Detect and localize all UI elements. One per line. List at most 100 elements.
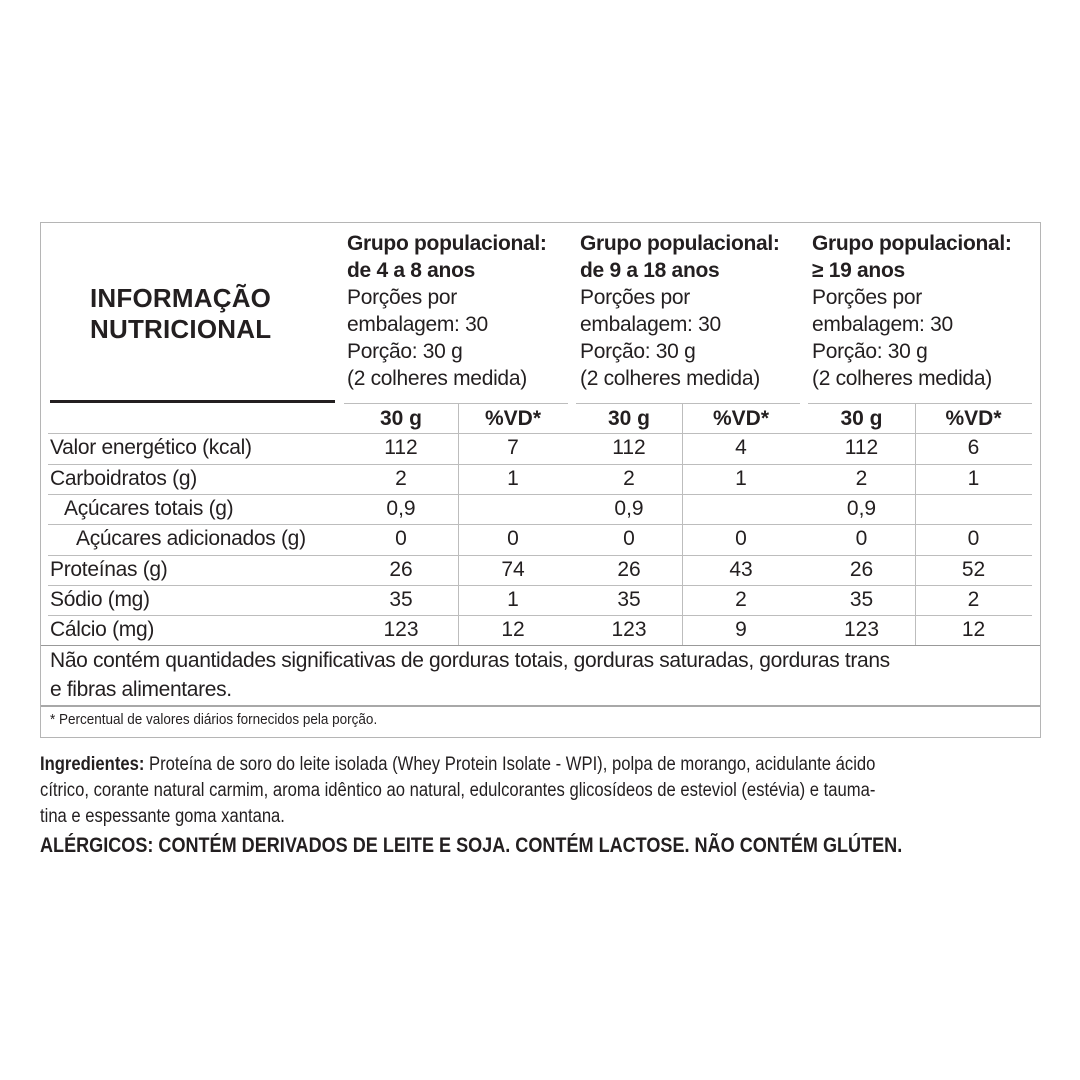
nutrient-value: 112 <box>384 436 418 460</box>
portion-size: Porção: 30 g <box>812 340 928 363</box>
nutrient-value: 2 <box>623 466 635 490</box>
group-heading: Grupo populacional: <box>347 232 547 255</box>
nutrient-value: 1 <box>507 587 519 611</box>
column-header: 30 g <box>379 407 423 430</box>
row-line <box>48 493 1032 495</box>
nutrient-label: Açúcares totais (g) <box>64 496 234 520</box>
nutrient-value: 123 <box>383 618 419 642</box>
servings-per-package: Porções por <box>347 286 457 309</box>
servings-per-package: Porções por <box>812 286 922 309</box>
column-header: 30 g <box>607 407 651 430</box>
nutrient-value: 6 <box>967 436 980 460</box>
row-line <box>48 584 1032 586</box>
nutrient-value: 52 <box>961 557 986 581</box>
servings-per-package: Porções por <box>580 286 690 309</box>
servings-per-package-value: embalagem: 30 <box>347 313 488 336</box>
nutrient-value: 112 <box>844 436 879 460</box>
row-line <box>48 554 1032 556</box>
column-header: %VD* <box>484 407 542 430</box>
nutrient-value: 1 <box>507 466 519 490</box>
title-rule <box>50 400 335 403</box>
row-line <box>48 463 1032 465</box>
nutrient-value: 1 <box>967 466 980 490</box>
portion-measure: (2 colheres medida) <box>347 367 527 390</box>
row-line <box>48 615 1032 617</box>
row-line <box>48 524 1032 526</box>
nutrient-value: 4 <box>735 436 747 460</box>
ingredients-line-2: cítrico, corante natural carmim, aroma i… <box>40 780 876 801</box>
nutrient-value: 0 <box>855 527 868 551</box>
group-heading: Grupo populacional: <box>812 232 1012 255</box>
footnote: * Percentual de valores diários fornecid… <box>50 711 378 728</box>
nutrient-label: Valor energético (kcal) <box>50 436 252 460</box>
nutrient-value: 9 <box>735 618 747 642</box>
table-title: INFORMAÇÃO NUTRICIONAL <box>90 283 271 345</box>
nutrient-value: 0 <box>967 527 980 551</box>
nutrient-value: 43 <box>729 557 753 581</box>
nutrient-label: Sódio (mg) <box>50 587 150 611</box>
title-line-1: INFORMAÇÃO <box>90 283 272 313</box>
nutrient-value: 0,9 <box>846 496 877 520</box>
allergens-statement: ALÉRGICOS: CONTÉM DERIVADOS DE LEITE E S… <box>40 834 903 857</box>
not-significant-note: Não contém quantidades significativas de… <box>50 646 890 704</box>
nutrient-value: 1 <box>735 466 747 490</box>
row-line <box>41 645 1040 647</box>
column-header: 30 g <box>840 407 883 430</box>
nutrient-value: 2 <box>967 587 980 611</box>
nutrient-value: 12 <box>501 618 525 642</box>
servings-per-package-value: embalagem: 30 <box>580 313 721 336</box>
nutrient-label: Cálcio (mg) <box>50 618 155 642</box>
title-line-2: NUTRICIONAL <box>90 314 272 344</box>
group-heading: Grupo populacional: <box>580 232 780 255</box>
group-age-range: ≥ 19 anos <box>812 259 905 282</box>
row-line <box>576 403 800 404</box>
column-header: %VD* <box>945 407 1002 430</box>
portion-size: Porção: 30 g <box>347 340 463 363</box>
group-header-3: Grupo populacional: ≥ 19 anos Porções po… <box>812 230 1012 392</box>
group-header-2: Grupo populacional: de 9 a 18 anos Porçõ… <box>580 230 780 392</box>
nutrient-value: 2 <box>395 466 407 490</box>
portion-measure: (2 colheres medida) <box>812 367 992 390</box>
note-line-2: e fibras alimentares. <box>50 678 232 701</box>
nutrient-value: 35 <box>389 587 413 611</box>
portion-size: Porção: 30 g <box>580 340 696 363</box>
group-header-1: Grupo populacional: de 4 a 8 anos Porçõe… <box>347 230 547 392</box>
group-age-range: de 4 a 8 anos <box>347 259 475 282</box>
nutrient-value: 26 <box>617 557 641 581</box>
column-header: %VD* <box>712 407 770 430</box>
divider <box>41 705 1040 707</box>
nutrient-value: 123 <box>611 618 647 642</box>
nutrient-value: 26 <box>389 557 413 581</box>
nutrient-value: 26 <box>849 557 874 581</box>
nutrient-value: 2 <box>735 587 747 611</box>
ingredients-line-1: Proteína de soro do leite isolada (Whey … <box>144 754 876 775</box>
nutrient-value: 35 <box>849 587 874 611</box>
nutrient-value: 0 <box>395 527 407 551</box>
nutrient-label: Açúcares adicionados (g) <box>76 527 306 551</box>
portion-measure: (2 colheres medida) <box>580 367 760 390</box>
nutrient-value: 123 <box>843 618 880 642</box>
row-line <box>344 403 568 404</box>
ingredients: Ingredientes: Proteína de soro do leite … <box>40 752 995 830</box>
note-line-1: Não contém quantidades significativas de… <box>50 649 890 672</box>
nutrient-value: 2 <box>855 466 868 490</box>
nutrient-value: 35 <box>617 587 641 611</box>
servings-per-package-value: embalagem: 30 <box>812 313 953 336</box>
nutrient-value: 0 <box>507 527 519 551</box>
nutrient-value: 0,9 <box>386 496 416 520</box>
group-age-range: de 9 a 18 anos <box>580 259 720 282</box>
nutrient-value: 112 <box>612 436 646 460</box>
nutrient-value: 0,9 <box>614 496 644 520</box>
nutrient-value: 12 <box>961 618 986 642</box>
nutrition-facts-table <box>40 222 1041 738</box>
nutrient-label: Carboidratos (g) <box>50 466 197 490</box>
ingredients-line-3: tina e espessante goma xantana. <box>40 806 285 827</box>
nutrient-value: 74 <box>501 557 525 581</box>
nutrient-value: 0 <box>623 527 635 551</box>
row-line <box>48 433 1032 435</box>
nutrient-value: 7 <box>507 436 519 460</box>
nutrient-value: 0 <box>735 527 747 551</box>
nutrient-label: Proteínas (g) <box>50 557 168 581</box>
row-line <box>808 403 1032 404</box>
ingredients-label: Ingredientes: <box>40 754 145 775</box>
